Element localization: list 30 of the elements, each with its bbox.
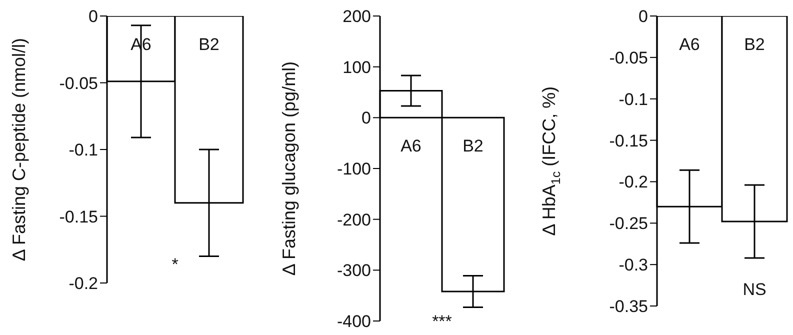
y-tick-label: -100 xyxy=(336,160,371,179)
y-tick-label: -0.15 xyxy=(609,131,648,150)
annotation: NS xyxy=(742,280,768,300)
x-tick-label: B2 xyxy=(462,136,484,156)
y-tick-label: 0 xyxy=(362,108,371,128)
y-tick-label: 0 xyxy=(638,7,648,26)
y-tick-label: -300 xyxy=(336,261,371,280)
y-axis-title: Δ Fasting C-peptide (nmol/l) xyxy=(8,38,29,262)
y-tick-label: -0.2 xyxy=(618,172,648,192)
annotation: * xyxy=(170,255,180,275)
y-tick-label: 100 xyxy=(342,58,371,77)
annotation: *** xyxy=(431,312,453,332)
y-tick-label: -0.35 xyxy=(609,297,648,316)
y-tick-label: -0.1 xyxy=(618,90,648,109)
y-tick-label: -0.15 xyxy=(59,207,98,226)
x-tick-label: A6 xyxy=(400,136,422,156)
y-tick-label: -0.3 xyxy=(618,256,648,275)
y-tick-label: -0.05 xyxy=(609,48,648,68)
y-axis-title: Δ Fasting glucagon (pg/ml) xyxy=(278,61,299,276)
y-tick-label: 200 xyxy=(342,7,371,26)
y-tick-label: -0.2 xyxy=(68,274,98,294)
y-tick-label: -0.25 xyxy=(609,214,648,234)
y-tick-label: -0.1 xyxy=(68,140,98,160)
y-tick-label: -0.05 xyxy=(59,74,98,93)
y-tick-label: -400 xyxy=(336,312,371,332)
y-tick-label: -200 xyxy=(336,210,371,230)
x-tick-label: A6 xyxy=(679,35,700,54)
x-tick-label: B2 xyxy=(744,35,765,54)
y-tick-label: 0 xyxy=(88,7,98,26)
x-tick-label: B2 xyxy=(198,35,220,54)
